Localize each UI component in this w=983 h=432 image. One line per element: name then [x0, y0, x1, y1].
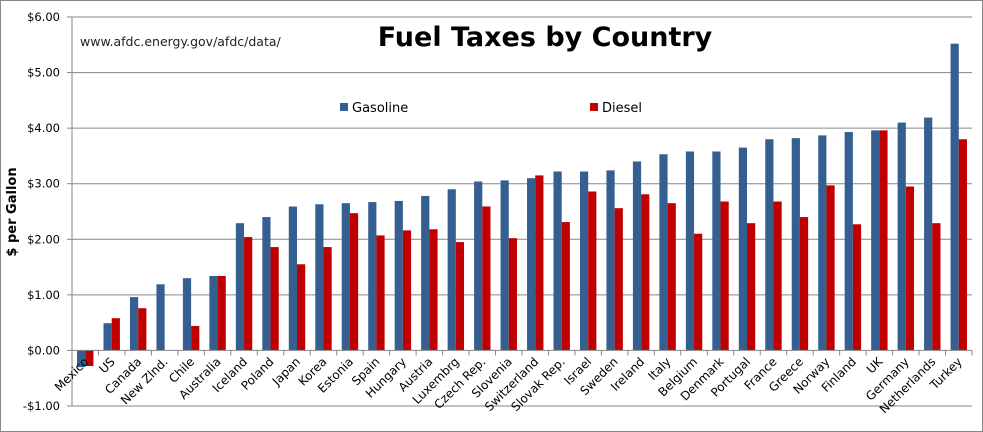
bar-gasoline: [659, 154, 668, 351]
bar-diesel: [508, 238, 517, 351]
bar-diesel: [747, 223, 756, 351]
legend-swatch-gasoline: [340, 103, 348, 111]
bar-diesel: [852, 224, 862, 351]
bar-diesel: [694, 233, 703, 351]
bar-diesel: [905, 186, 915, 351]
y-tick-label: $1.00: [27, 288, 60, 302]
bar-gasoline: [527, 178, 536, 351]
legend-swatch-diesel: [590, 103, 598, 111]
bar-gasoline: [474, 181, 483, 351]
bar-diesel: [217, 275, 226, 351]
bar-gasoline: [950, 43, 959, 351]
bar-diesel: [667, 203, 676, 351]
bar-gasoline: [500, 180, 509, 351]
legend: Gasoline Diesel: [340, 101, 642, 116]
bar-diesel: [270, 247, 279, 351]
bar-diesel: [111, 318, 120, 351]
y-axis-label: $ per Gallon: [5, 167, 20, 256]
bar-gasoline: [818, 135, 827, 351]
bar-gasoline: [765, 139, 774, 351]
bar-gasoline: [553, 171, 562, 351]
bar-gasoline: [844, 132, 853, 351]
bar-diesel: [641, 194, 650, 351]
bar-diesel: [773, 201, 782, 351]
bar-gasoline: [209, 275, 218, 351]
bar-gasoline: [791, 138, 800, 351]
bar-gasoline: [77, 350, 86, 368]
bar-diesel: [349, 213, 359, 351]
bar-diesel: [614, 208, 623, 351]
bar-gasoline: [897, 122, 906, 351]
bar-gasoline: [182, 278, 192, 351]
bar-gasoline: [632, 161, 642, 351]
bar-diesel: [799, 217, 809, 351]
bar-gasoline: [368, 202, 377, 351]
bar-diesel: [826, 185, 835, 351]
bar-gasoline: [156, 284, 165, 351]
y-tick-label: -$1.00: [23, 399, 60, 413]
y-tick-label: $0.00: [27, 343, 60, 357]
bar-diesel: [455, 242, 465, 351]
bar-diesel: [879, 130, 888, 351]
bar-diesel: [958, 139, 967, 351]
bar-gasoline: [394, 200, 403, 351]
bar-gasoline: [262, 217, 271, 351]
bar-diesel: [482, 206, 491, 351]
bar-diesel: [376, 235, 385, 351]
bar-diesel: [85, 350, 94, 366]
chart-title: Fuel Taxes by Country: [378, 22, 713, 53]
bar-gasoline: [421, 195, 430, 351]
y-tick-label: $3.00: [27, 177, 60, 191]
bar-diesel: [244, 237, 253, 351]
bar-gasoline: [871, 130, 880, 351]
bar-diesel: [138, 308, 147, 351]
source-note: www.afdc.energy.gov/afdc/data/: [80, 34, 282, 49]
bar-diesel: [561, 222, 570, 351]
bar-gasoline: [579, 171, 589, 351]
bar-diesel: [297, 264, 306, 351]
bar-gasoline: [103, 323, 112, 351]
bar-gasoline: [288, 206, 297, 351]
bar-diesel: [588, 191, 597, 351]
y-tick-label: $2.00: [27, 232, 60, 246]
y-tick-label: $6.00: [27, 10, 60, 24]
bar-gasoline: [738, 147, 747, 351]
bar-gasoline: [315, 204, 324, 351]
bar-diesel: [932, 223, 941, 351]
bar-diesel: [720, 201, 729, 351]
bar-gasoline: [606, 170, 615, 351]
bar-diesel: [402, 230, 412, 351]
bar-diesel: [323, 247, 332, 351]
bar-gasoline: [447, 189, 456, 351]
bar-diesel: [191, 325, 200, 351]
bar-gasoline: [685, 151, 695, 351]
bar-gasoline: [341, 203, 350, 351]
bar-gasoline: [129, 297, 139, 351]
bar-diesel: [535, 175, 544, 351]
bar-gasoline: [924, 117, 933, 351]
legend-label-diesel: Diesel: [602, 101, 642, 116]
y-tick-label: $5.00: [27, 66, 60, 80]
y-tick-label: $4.00: [27, 121, 60, 135]
bar-gasoline: [712, 151, 721, 351]
bar-diesel: [429, 229, 438, 351]
legend-label-gasoline: Gasoline: [352, 101, 408, 116]
bar-gasoline: [235, 223, 245, 351]
